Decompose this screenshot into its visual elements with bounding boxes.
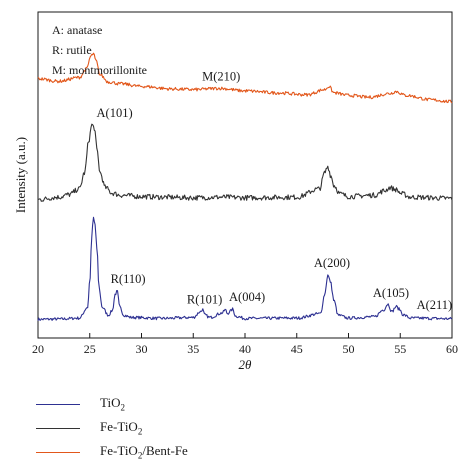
peak-label: R(110) — [111, 272, 146, 286]
xrd-chart: 20 25 30 35 40 45 50 55 60 2θ Intensity (a.u.) M(2… — [13, 11, 458, 372]
x-tick-label: 45 — [291, 342, 303, 356]
legend-swatch-fe-tio2-bent-fe — [36, 452, 80, 453]
peak-label: A(211) — [417, 298, 453, 312]
x-axis-label: 2θ — [239, 357, 253, 372]
legend-item-fe-tio2: Fe-TiO2 — [32, 419, 332, 439]
x-tick-label: 60 — [446, 342, 458, 356]
x-tick-label: 40 — [239, 342, 251, 356]
line-tio2 — [37, 216, 453, 321]
peak-label: A(101) — [97, 106, 133, 120]
y-axis-label: Intensity (a.u.) — [13, 137, 28, 213]
line-fe-tio2-bent-fe — [37, 52, 453, 104]
phase-key-line: M: montmorillonite — [52, 63, 147, 77]
phase-key-line: A: anatase — [52, 23, 102, 37]
peak-label: A(105) — [373, 286, 409, 300]
peak-label: A(200) — [314, 256, 350, 270]
phase-key-line: R: rutile — [52, 43, 92, 57]
legend-swatch-tio2 — [36, 404, 80, 405]
line-fe-tio2 — [37, 123, 453, 202]
x-tick-label: 25 — [84, 342, 96, 356]
legend-label-fe-tio2: Fe-TiO2 — [100, 419, 143, 437]
legend-label-fe-tio2-bent-fe: Fe-TiO2/Bent-Fe — [100, 443, 188, 461]
legend-swatch-fe-tio2 — [36, 428, 80, 429]
x-tick-label: 50 — [343, 342, 355, 356]
legend-label-tio2: TiO2 — [100, 395, 125, 413]
x-tick-label: 30 — [136, 342, 148, 356]
peak-label: A(004) — [229, 290, 265, 304]
x-tick-label: 20 — [32, 342, 44, 356]
legend-item-tio2: TiO2 — [32, 395, 332, 415]
x-tick-label: 35 — [187, 342, 199, 356]
peak-label: R(101) — [187, 293, 222, 307]
legend-item-fe-tio2-bent-fe: Fe-TiO2/Bent-Fe — [32, 443, 332, 463]
x-tick-label: 55 — [394, 342, 406, 356]
peak-label: M(210) — [202, 69, 240, 83]
